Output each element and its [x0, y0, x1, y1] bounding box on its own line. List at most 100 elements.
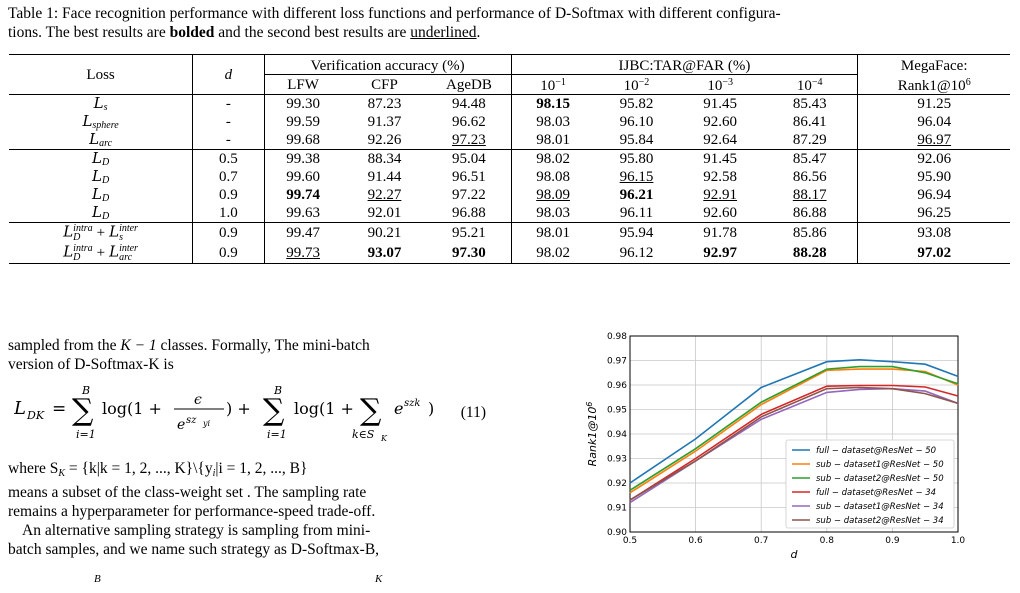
f1-value: 98.03	[536, 114, 570, 131]
f3-cell: 92.64	[678, 131, 762, 150]
eq-exp: e	[394, 399, 403, 418]
f2-cell: 96.10	[595, 113, 679, 131]
agedb-value: 97.22	[452, 187, 486, 204]
f2-cell: 95.94	[594, 222, 679, 244]
equation-number: (11)	[460, 404, 486, 421]
f4-cell: 85.43	[761, 94, 858, 114]
loss-superscript: intra	[73, 223, 93, 235]
d-cell: 0.9	[192, 243, 265, 265]
d-cell: -	[192, 131, 265, 150]
loss-symbol: L	[91, 185, 102, 204]
y-tick-label: 0.98	[607, 332, 627, 342]
loss-subscript: D	[101, 175, 110, 187]
eq-frac-den: e	[177, 417, 185, 433]
eq-close1: ) +	[226, 399, 251, 418]
cfp-cell: 90.21	[341, 222, 428, 244]
agedb-cell: 97.30	[427, 243, 512, 265]
loss-plus: +	[96, 244, 106, 261]
eq-sum2-top: B	[273, 384, 282, 397]
f1-cell: 98.09	[510, 186, 595, 205]
header-megaface-1: MegaFace:	[857, 54, 1010, 75]
far1-exp: −1	[555, 77, 566, 88]
lfw-value: 99.68	[286, 132, 320, 149]
far3-base: 10	[707, 78, 723, 94]
f1-value: 98.08	[536, 169, 570, 186]
mega-value: 93.08	[917, 225, 952, 242]
f1-value: 98.01	[536, 225, 570, 242]
table-row: L D 0.9 99.74 92.27 97.22 98.09 96.21 92.91 88.17…	[9, 186, 1010, 205]
cfp-value: 90.21	[367, 225, 402, 242]
f1-value: 98.01	[536, 132, 570, 149]
f1-value: 98.15	[536, 96, 570, 113]
far4-exp: −4	[811, 77, 823, 88]
loss-subscript: D	[101, 157, 110, 169]
mega-value: 97.02	[917, 245, 952, 262]
caption-underline-word: underlined	[410, 24, 477, 41]
f2-cell: 95.80	[594, 149, 679, 169]
cfp-value: 93.07	[367, 245, 402, 262]
f1-cell: 98.03	[510, 204, 595, 223]
loss-symbol: L	[91, 203, 102, 222]
paragraph-1: sampled from the K − 1 classes. Formally…	[8, 336, 486, 374]
lfw-cell: 99.30	[263, 94, 342, 114]
lfw-value: 99.59	[286, 114, 320, 131]
agedb-cell: 95.04	[427, 149, 512, 169]
f1-cell: 98.03	[510, 113, 595, 132]
loss-subscript: s	[103, 102, 108, 114]
agedb-value: 96.88	[452, 205, 486, 222]
cfp-value: 91.44	[367, 169, 402, 186]
f3-cell: 91.45	[678, 94, 762, 114]
cfp-cell: 87.23	[341, 94, 428, 114]
header-far1: 10−1	[510, 74, 595, 95]
agedb-cell: 96.88	[427, 204, 511, 223]
x-tick-label: 1.0	[951, 536, 966, 546]
lfw-cell: 99.47	[263, 222, 342, 244]
header-lfw: LFW	[263, 74, 342, 95]
header-d: d	[192, 54, 265, 95]
far4-base: 10	[796, 78, 812, 94]
loss-superscript: intra	[73, 243, 93, 255]
lfw-value: 99.60	[286, 169, 320, 186]
f3-value: 92.60	[703, 114, 738, 131]
caption-line1: Table 1: Face recognition performance wi…	[8, 5, 781, 22]
agedb-value: 95.04	[452, 151, 486, 168]
loss-symbol: L	[109, 242, 120, 261]
p3-line1: An alternative sampling strategy is samp…	[22, 522, 371, 539]
f1-value: 98.02	[536, 245, 570, 262]
caption-line2-b: and the second best results are	[214, 24, 411, 41]
loss-superscript: inter	[119, 243, 138, 255]
caption-line2-c: .	[476, 24, 481, 41]
f2-cell: 96.21	[595, 186, 679, 204]
equation-11: L DK = B ∑ i=1 log(1 + ϵ e sz yi ) + B ∑…	[13, 384, 486, 444]
loss-symbol: L	[91, 167, 102, 186]
y-tick-label: 0.90	[607, 528, 627, 538]
legend-entry-4: sub − dataset1@ResNet − 34	[816, 502, 944, 512]
mega-value: 96.25	[917, 205, 952, 222]
eq-equals: =	[52, 399, 66, 419]
far3-exp: −3	[722, 77, 733, 88]
legend-entry-2: sub − dataset2@ResNet − 50	[816, 474, 944, 484]
agedb-cell: 95.21	[427, 222, 512, 244]
lfw-cell: 99.74	[263, 186, 342, 205]
eq-log1: log(1 +	[102, 399, 162, 418]
table-row: L D 0.5 99.38 88.34 95.04 98.02 95.80 91.45 85.47…	[9, 149, 1010, 169]
header-row-2: LFW CFP AgeDB 10−1 10−2 10−3 10−4 Rank1@…	[9, 74, 1010, 95]
f4-cell: 85.86	[761, 222, 858, 244]
header-ijbc: IJBC:TAR@FAR (%)	[510, 54, 858, 75]
f2-value: 96.15	[619, 169, 654, 186]
f4-cell: 88.28	[761, 243, 858, 265]
megaface-exp: 6	[965, 76, 971, 88]
d-cell: 1.0	[192, 204, 265, 223]
f4-value: 88.28	[792, 245, 827, 262]
eq-frac-den-sup: sz	[186, 415, 197, 426]
lfw-value: 99.73	[286, 245, 320, 262]
f1-cell: 98.08	[510, 168, 595, 187]
agedb-value: 94.48	[452, 96, 486, 113]
legend-entry-0: full − dataset@ResNet − 50	[816, 446, 936, 456]
eq-lhs: L	[14, 398, 26, 419]
